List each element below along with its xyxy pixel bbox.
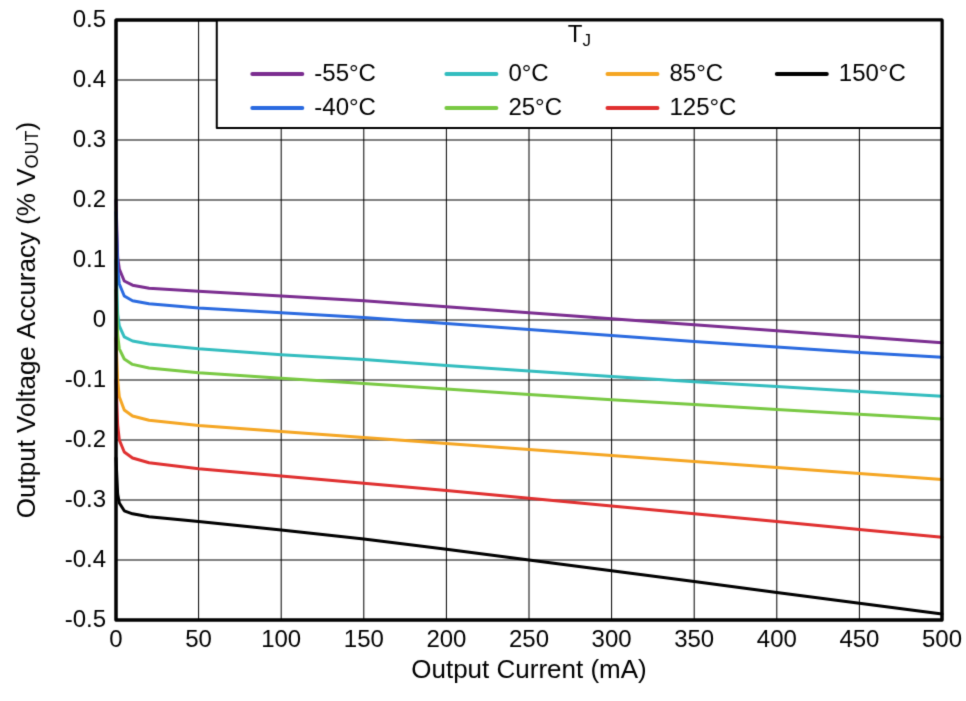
chart-container: Output Current (mA) Output Voltage Accur… [0, 0, 966, 701]
voltage-accuracy-chart [0, 0, 966, 701]
